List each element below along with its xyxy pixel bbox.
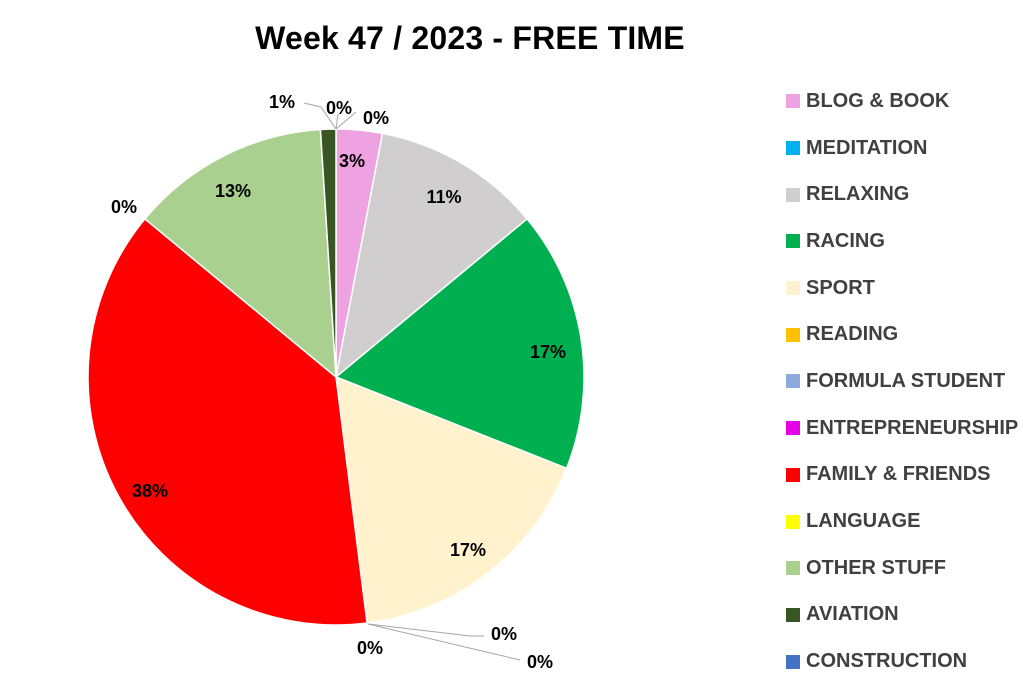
legend-swatch bbox=[786, 467, 800, 482]
data-label-entrepreneurship: 0% bbox=[326, 98, 352, 118]
data-label-racing: 17% bbox=[530, 342, 566, 362]
data-label-relaxing: 11% bbox=[426, 187, 461, 207]
legend-swatch bbox=[786, 281, 800, 296]
legend-swatch bbox=[786, 187, 800, 202]
legend-item-entrepreneurship: ENTREPRENEURSHIP bbox=[786, 405, 1018, 452]
legend-swatch bbox=[786, 561, 800, 576]
pie-slice-racing bbox=[334, 217, 585, 470]
legend-swatch bbox=[786, 374, 800, 389]
legend-label: SPORT bbox=[806, 276, 875, 299]
legend-swatch bbox=[786, 141, 800, 156]
legend-label: READING bbox=[806, 323, 899, 346]
legend-item-reading: READING bbox=[786, 311, 1018, 358]
leader-lines bbox=[303, 102, 521, 661]
pie-slice-family-and-friends bbox=[87, 217, 368, 626]
pie-slice-sport bbox=[335, 375, 568, 624]
legend-swatch bbox=[786, 607, 800, 622]
legend-label: LANGUAGE bbox=[806, 510, 921, 533]
legend-label: MEDITATION bbox=[806, 136, 928, 159]
legend-item-family-and-friends: FAMILY & FRIENDS bbox=[786, 452, 1018, 499]
legend-label: FAMILY & FRIENDS bbox=[806, 463, 991, 486]
leader-line-1 bbox=[303, 102, 337, 130]
legend-label: RELAXING bbox=[806, 183, 910, 206]
pie-slices bbox=[87, 128, 585, 626]
legend-label: OTHER STUFF bbox=[806, 556, 946, 579]
leader-line-2 bbox=[335, 113, 339, 130]
legend-label: CONSTRUCTION bbox=[806, 650, 968, 673]
legend-label: RACING bbox=[806, 229, 885, 252]
data-label-meditation: 0% bbox=[363, 108, 389, 128]
data-label-family-and-friends: 38% bbox=[132, 481, 168, 501]
data-label-construction: 0% bbox=[111, 197, 137, 217]
pie-slice-relaxing bbox=[334, 132, 529, 379]
legend-item-sport: SPORT bbox=[786, 265, 1018, 312]
data-label-reading: 0% bbox=[491, 624, 517, 644]
data-label-language: 0% bbox=[357, 638, 383, 658]
legend-item-meditation: MEDITATION bbox=[786, 125, 1018, 172]
pie-slice-other-stuff bbox=[143, 128, 337, 379]
legend-swatch bbox=[786, 327, 800, 342]
leader-line-5 bbox=[367, 623, 521, 661]
data-labels: 3% 0% 11% 17% 17% 0% 0% 0% 38% 0% 13% 1% 0% bbox=[111, 92, 566, 672]
legend-label: ENTREPRENEURSHIP bbox=[806, 416, 1019, 439]
legend-item-racing: RACING bbox=[786, 218, 1018, 265]
legend-swatch bbox=[786, 421, 800, 436]
data-label-blog-and-book: 3% bbox=[339, 151, 365, 171]
legend-label: BLOG & BOOK bbox=[806, 89, 950, 112]
data-label-sport: 17% bbox=[450, 540, 486, 560]
legend: BLOG & BOOK MEDITATION RELAXING RACING SPORT… bbox=[786, 78, 1018, 685]
data-label-other-stuff: 13% bbox=[215, 181, 251, 201]
legend-item-construction: CONSTRUCTION bbox=[786, 638, 1018, 685]
legend-item-language: LANGUAGE bbox=[786, 498, 1018, 545]
chart-title: Week 47 / 2023 - FREE TIME bbox=[255, 20, 685, 56]
legend-swatch bbox=[786, 654, 800, 669]
legend-swatch bbox=[786, 234, 800, 249]
legend-label: FORMULA STUDENT bbox=[806, 369, 1006, 392]
legend-swatch bbox=[786, 514, 800, 529]
data-label-aviation: 1% bbox=[269, 92, 295, 112]
leader-line-4 bbox=[367, 623, 484, 637]
legend-item-relaxing: RELAXING bbox=[786, 171, 1018, 218]
legend-label: AVIATION bbox=[806, 603, 899, 626]
legend-swatch bbox=[786, 94, 800, 109]
data-label-formula-student: 0% bbox=[527, 652, 553, 672]
legend-item-blog-and-book: BLOG & BOOK bbox=[786, 78, 1018, 125]
legend-item-formula-student: FORMULA STUDENT bbox=[786, 358, 1018, 405]
legend-item-aviation: AVIATION bbox=[786, 592, 1018, 639]
leader-line-3 bbox=[335, 111, 357, 130]
legend-item-other-stuff: OTHER STUFF bbox=[786, 545, 1018, 592]
